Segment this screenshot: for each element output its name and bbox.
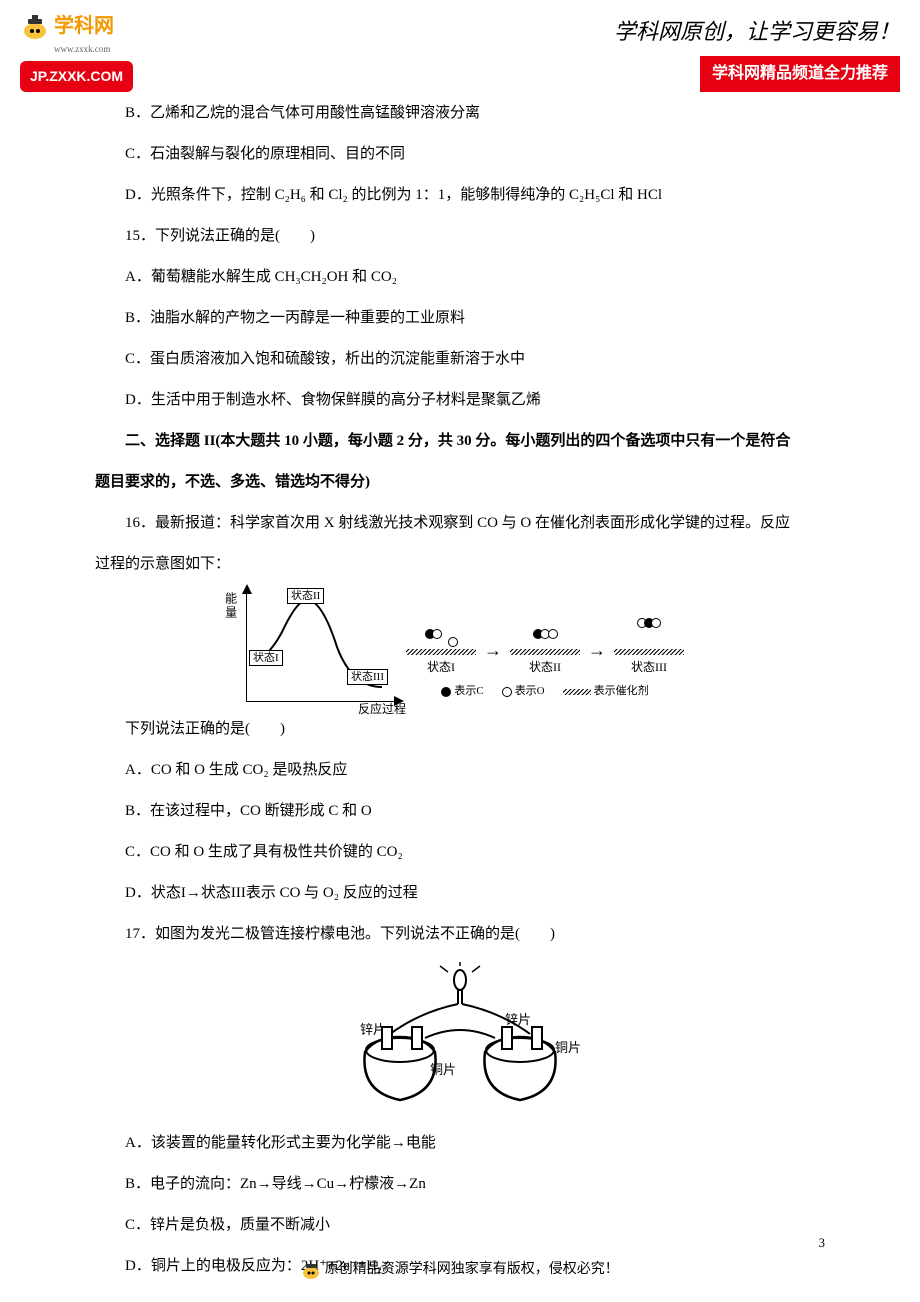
page-footer: 原创精品资源学科网独家享有版权，侵权必究！ xyxy=(0,1257,920,1282)
q16-line1: 16．最新报道：科学家首次用 X 射线激光技术观察到 CO 与 O 在催化剂表面… xyxy=(95,510,825,537)
q14-opt-b: B．乙烯和乙烷的混合气体可用酸性高锰酸钾溶液分离 xyxy=(95,100,825,127)
catalyst-state-1: 状态I xyxy=(406,622,476,679)
q17-opt-c: C．锌片是负极，质量不断减小 xyxy=(95,1212,825,1239)
legend-cat: 表示催化剂 xyxy=(594,682,649,702)
q16-opt-a: A．CO 和 O 生成 CO₂ 是吸热反应 xyxy=(95,757,825,784)
q15-opt-a: A．葡萄糖能水解生成 CH₃CH₂OH 和 CO₂ xyxy=(95,264,825,291)
header-right: 学科网原创，让学习更容易！ 学科网精品频道全力推荐 xyxy=(614,12,900,92)
logo-block: 学科网 www.zxxk.com JP.ZXXK.COM xyxy=(20,8,133,92)
q16-opt-d: D．状态I→状态III表示 CO 与 O₂ 反应的过程 xyxy=(95,880,825,907)
reaction-states: 状态I → 状态II → 状态III xyxy=(406,622,684,702)
slogan: 学科网原创，让学习更容易！ xyxy=(614,12,900,52)
footer-icon xyxy=(301,1260,321,1280)
state1-label: 状态I xyxy=(249,650,283,666)
legend-c: 表示C xyxy=(454,682,483,702)
q16-line2: 过程的示意图如下： xyxy=(95,551,825,578)
logo-text-en: www.zxxk.com xyxy=(54,41,133,57)
logo-top: 学科网 xyxy=(20,8,133,44)
page-header: 学科网 www.zxxk.com JP.ZXXK.COM 学科网原创，让学习更容… xyxy=(0,0,920,90)
figure-17: 锌片 铜片 锌片 铜片 xyxy=(95,962,825,1112)
section2-title-1: 二、选择题 II(本大题共 10 小题，每小题 2 分，共 30 分。每小题列出… xyxy=(95,428,825,455)
promo-banner: 学科网精品频道全力推荐 xyxy=(700,56,900,93)
zn-label-1: 锌片 xyxy=(360,1022,386,1037)
arrow-icon: → xyxy=(588,634,606,666)
logo-text-cn: 学科网 xyxy=(54,8,114,44)
q16-stem: 下列说法正确的是( ) xyxy=(95,716,825,743)
q16-opt-b: B．在该过程中，CO 断键形成 C 和 O xyxy=(95,798,825,825)
catalyst-state-2: 状态II xyxy=(510,622,580,679)
q14-opt-d: D．光照条件下，控制 C₂H₆ 和 Cl₂ 的比例为 1：1，能够制得纯净的 C… xyxy=(95,182,825,209)
state2-caption: 状态II xyxy=(529,657,561,679)
logo-icon xyxy=(20,11,50,41)
state3-caption: 状态III xyxy=(631,657,667,679)
energy-ylabel: 能量 xyxy=(219,592,241,620)
catalyst-state-3: 状态III xyxy=(614,622,684,679)
energy-diagram: 能量 反应过程 状态I 状态II 状态III xyxy=(246,592,396,702)
q15-opt-d: D．生活中用于制造水杯、食物保鲜膜的高分子材料是聚氯乙烯 xyxy=(95,387,825,414)
q17-opt-a: A．该装置的能量转化形式主要为化学能→电能 xyxy=(95,1130,825,1157)
cu-label-2: 铜片 xyxy=(555,1040,581,1055)
q15-stem: 15．下列说法正确的是( ) xyxy=(95,223,825,250)
q16-opt-c: C．CO 和 O 生成了具有极性共价键的 CO₂ xyxy=(95,839,825,866)
q17-opt-b: B．电子的流向：Zn→导线→Cu→柠檬液→Zn xyxy=(95,1171,825,1198)
q17-stem: 17．如图为发光二极管连接柠檬电池。下列说法不正确的是( ) xyxy=(95,921,825,948)
lemon-battery-svg: 锌片 铜片 锌片 铜片 xyxy=(330,962,590,1112)
q15-opt-b: B．油脂水解的产物之一丙醇是一种重要的工业原料 xyxy=(95,305,825,332)
figure-16: 能量 反应过程 状态I 状态II 状态III xyxy=(95,592,825,702)
section2-title-2: 题目要求的，不选、多选、错选均不得分) xyxy=(95,469,825,496)
content: B．乙烯和乙烷的混合气体可用酸性高锰酸钾溶液分离 C．石油裂解与裂化的原理相同、… xyxy=(0,90,920,1280)
logo-banner: JP.ZXXK.COM xyxy=(20,61,133,92)
state1-caption: 状态I xyxy=(427,657,455,679)
zn-label-2: 锌片 xyxy=(505,1012,531,1027)
cu-label-1: 铜片 xyxy=(430,1062,456,1077)
legend-o: 表示O xyxy=(515,682,545,702)
state3-label: 状态III xyxy=(347,669,388,685)
state2-label: 状态II xyxy=(287,588,324,604)
q15-opt-c: C．蛋白质溶液加入饱和硫酸铵，析出的沉淀能重新溶于水中 xyxy=(95,346,825,373)
page-number: 3 xyxy=(819,1231,826,1254)
footer-text: 原创精品资源学科网独家享有版权，侵权必究！ xyxy=(325,1262,619,1277)
figure-16-legend: 表示C 表示O 表示催化剂 xyxy=(406,682,684,702)
arrow-icon: → xyxy=(484,634,502,666)
q14-opt-c: C．石油裂解与裂化的原理相同、目的不同 xyxy=(95,141,825,168)
energy-curve xyxy=(247,592,397,702)
